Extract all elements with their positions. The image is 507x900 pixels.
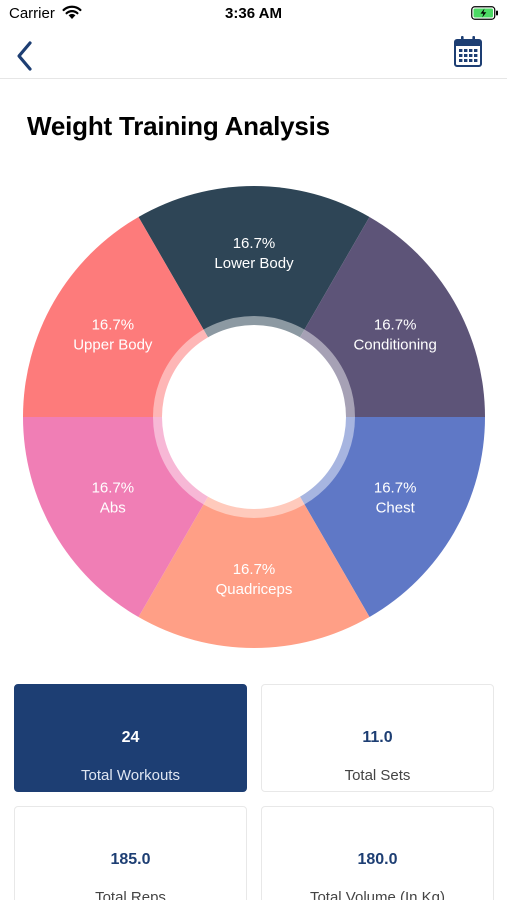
back-button[interactable] <box>8 34 44 74</box>
stat-card-total-workouts[interactable]: 24 Total Workouts <box>14 684 247 792</box>
wifi-icon <box>62 5 82 19</box>
pie-slice-lower-body[interactable] <box>138 186 370 417</box>
slice-category-label: Abs <box>100 500 126 517</box>
slice-percent-label: 16.7% <box>374 480 417 497</box>
slice-percent-label: 16.7% <box>233 235 276 252</box>
stat-label: Total Volume (In Kg) <box>309 889 446 900</box>
donut-chart: 16.7% Lower Body 16.7% Conditioning 16.7% Che… <box>23 186 485 649</box>
stat-label: Total Reps <box>95 889 166 900</box>
slice-percent-label: 16.7% <box>374 317 417 334</box>
slice-percent-label: 16.7% <box>233 561 276 578</box>
calendar-button[interactable] <box>451 34 485 70</box>
slice-category-label: Lower Body <box>214 255 294 272</box>
stat-value: 11.0 <box>362 729 393 746</box>
status-bar: Carrier 3:36 AM <box>0 0 507 28</box>
chevron-left-icon <box>17 41 32 71</box>
slice-category-label: Chest <box>376 500 416 517</box>
stat-label: Total Workouts <box>81 767 180 784</box>
slice-percent-label: 16.7% <box>92 480 135 497</box>
slice-percent-label: 16.7% <box>92 317 135 334</box>
slice-category-label: Quadriceps <box>216 581 293 598</box>
slice-category-label: Upper Body <box>73 337 153 354</box>
stat-value: 185.0 <box>110 851 151 868</box>
stat-label: Total Sets <box>344 767 411 784</box>
stat-card-total-reps[interactable]: 185.0 Total Reps <box>14 806 247 900</box>
battery-charging-icon <box>471 6 498 20</box>
calendar-icon <box>454 36 482 67</box>
slice-category-label: Conditioning <box>353 337 436 354</box>
navigation-bar <box>0 28 507 79</box>
donut-inner-ring <box>153 316 355 518</box>
status-time: 3:36 AM <box>225 5 282 22</box>
pie-slice-quadriceps[interactable] <box>138 417 370 649</box>
donut-hole <box>162 325 346 509</box>
page-title: Weight Training Analysis <box>27 111 330 141</box>
stat-value: 180.0 <box>357 851 398 868</box>
stat-card-total-volume[interactable]: 180.0 Total Volume (In Kg) <box>261 806 494 900</box>
stat-value: 24 <box>121 729 140 746</box>
carrier-label: Carrier <box>9 5 55 22</box>
stat-card-total-sets[interactable]: 11.0 Total Sets <box>261 684 494 792</box>
